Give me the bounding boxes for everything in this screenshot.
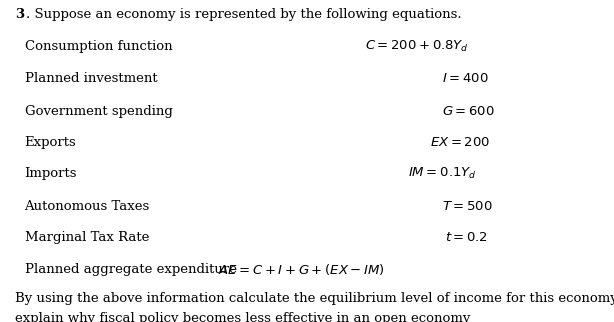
Text: $t = 0.2$: $t = 0.2$ [445, 231, 488, 244]
Text: Autonomous Taxes: Autonomous Taxes [25, 200, 150, 213]
Text: . Suppose an economy is represented by the following equations.: . Suppose an economy is represented by t… [26, 8, 462, 21]
Text: $AE = C + I + G + (EX - IM)$: $AE = C + I + G + (EX - IM)$ [218, 262, 385, 277]
Text: Planned aggregate expenditure: Planned aggregate expenditure [25, 263, 236, 276]
Text: $C = 200 + 0.8Y_d$: $C = 200 + 0.8Y_d$ [365, 39, 469, 54]
Text: 3: 3 [15, 8, 25, 21]
Text: $G = 600$: $G = 600$ [442, 105, 495, 118]
Text: explain why fiscal policy becomes less effective in an open economy: explain why fiscal policy becomes less e… [15, 312, 471, 322]
Text: Imports: Imports [25, 167, 77, 180]
Text: By using the above information calculate the equilibrium level of income for thi: By using the above information calculate… [15, 292, 614, 305]
Text: Consumption function: Consumption function [25, 40, 172, 53]
Text: $T = 500$: $T = 500$ [442, 200, 493, 213]
Text: Planned investment: Planned investment [25, 72, 157, 85]
Text: $IM = 0.1Y_d$: $IM = 0.1Y_d$ [408, 166, 477, 181]
Text: Government spending: Government spending [25, 105, 173, 118]
Text: Marginal Tax Rate: Marginal Tax Rate [25, 231, 149, 244]
Text: $I = 400$: $I = 400$ [442, 72, 489, 85]
Text: Exports: Exports [25, 136, 76, 149]
Text: $EX = 200$: $EX = 200$ [430, 136, 490, 149]
